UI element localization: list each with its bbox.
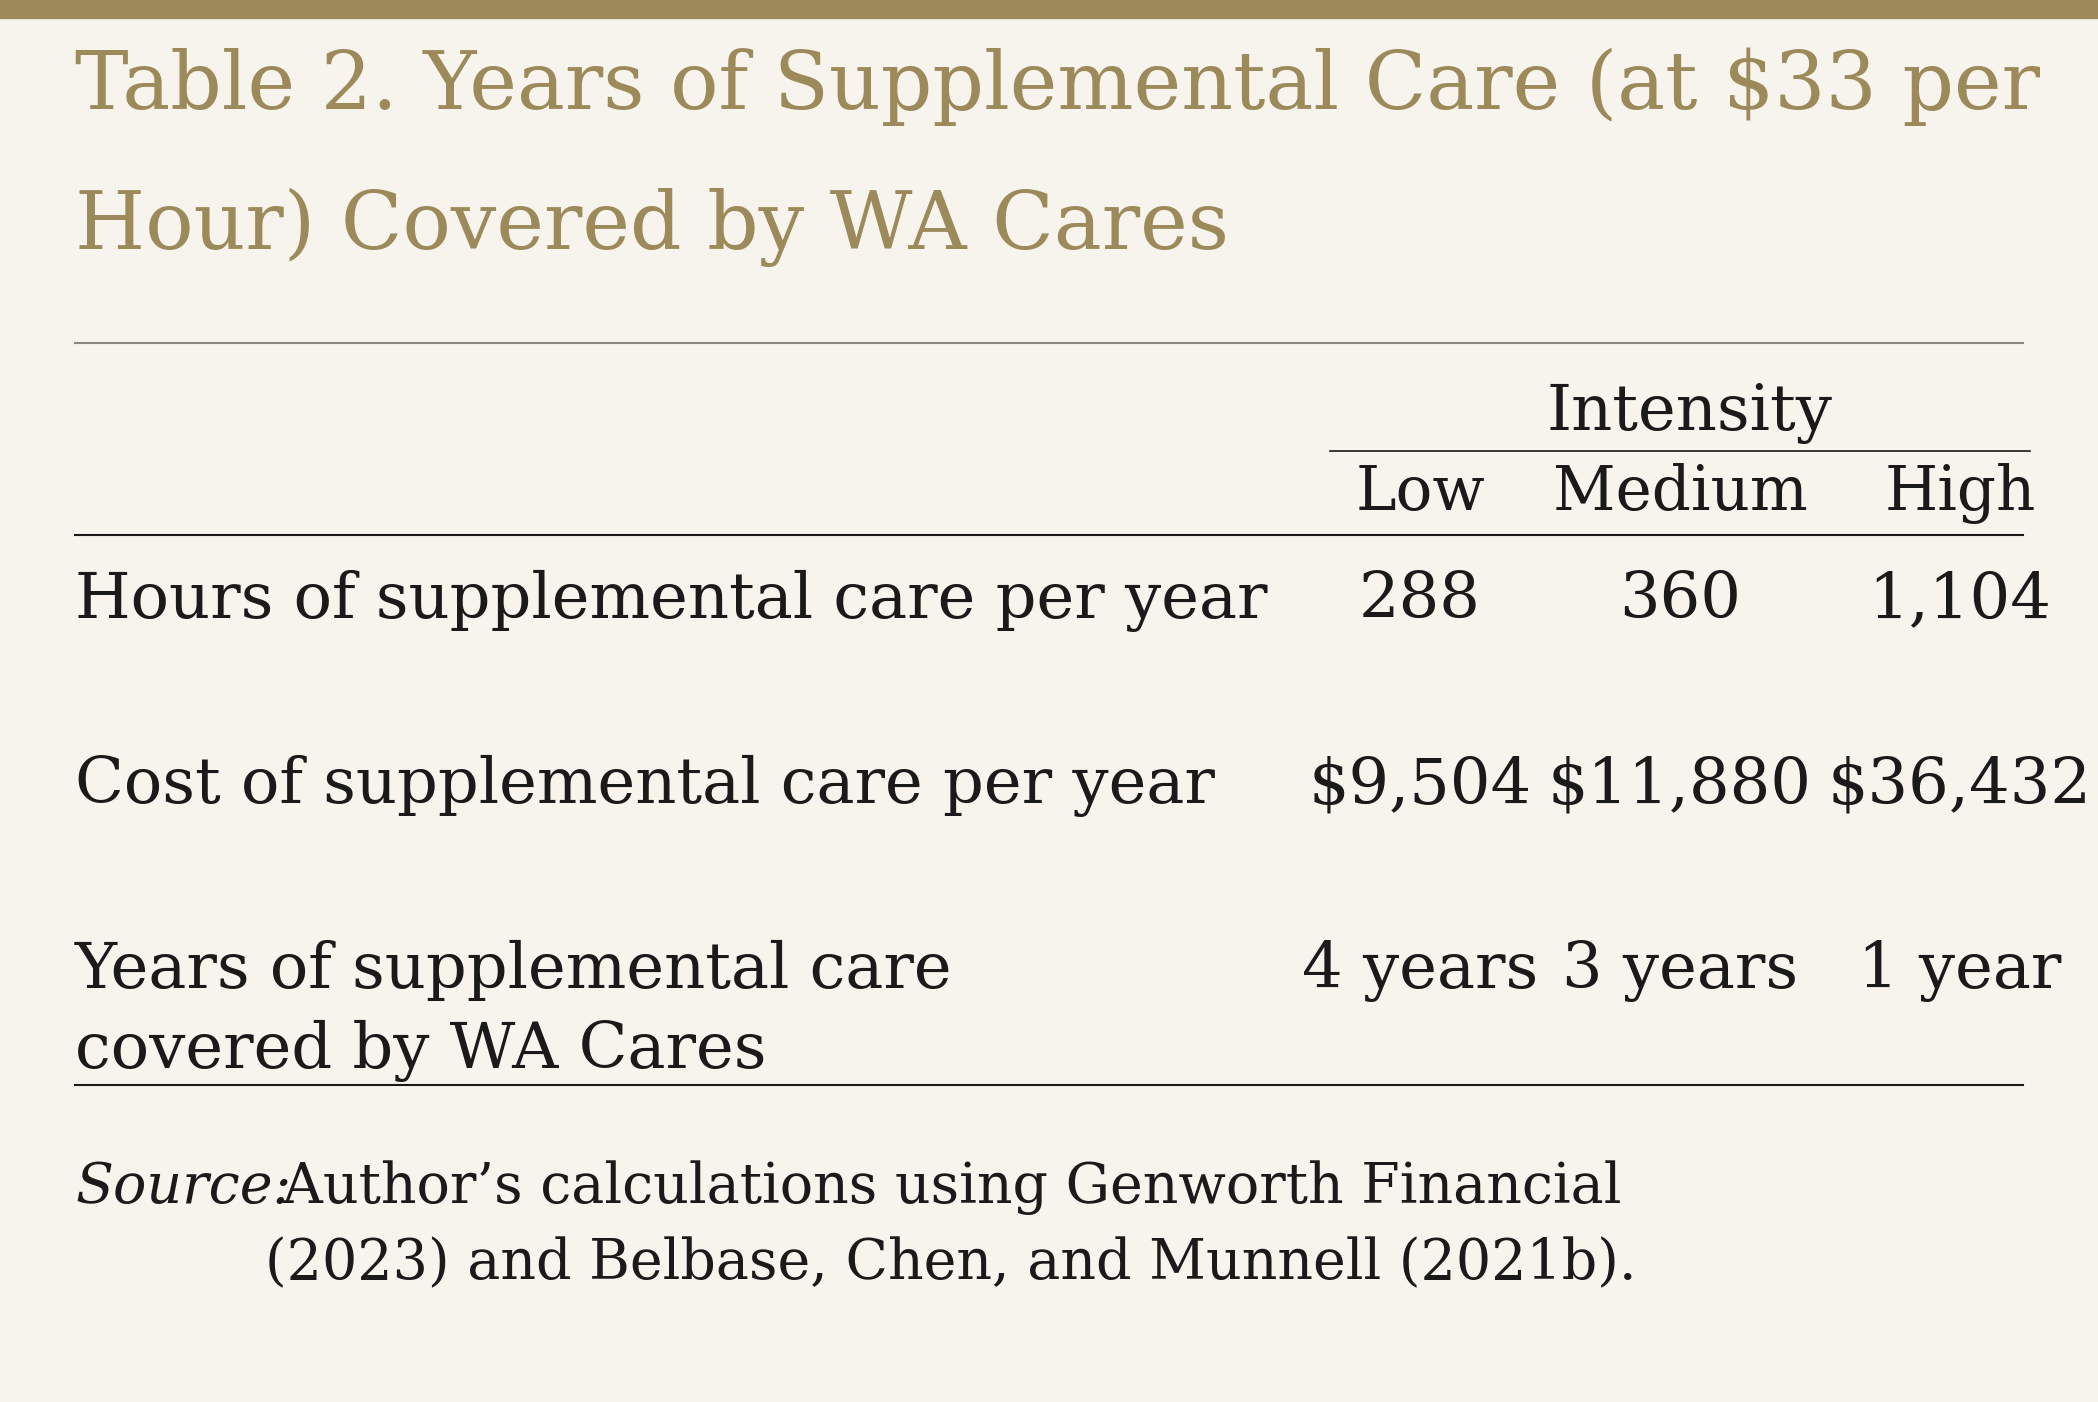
- Text: Medium: Medium: [1553, 463, 1806, 523]
- Text: 288: 288: [1360, 571, 1481, 631]
- Text: Hour) Covered by WA Cares: Hour) Covered by WA Cares: [76, 188, 1229, 268]
- Text: Intensity: Intensity: [1546, 383, 1834, 444]
- Text: Hours of supplemental care per year: Hours of supplemental care per year: [76, 571, 1267, 632]
- Text: Low: Low: [1355, 463, 1485, 523]
- Text: $36,432: $36,432: [1827, 756, 2092, 816]
- Text: $9,504: $9,504: [1309, 756, 1532, 816]
- Text: Table 2. Years of Supplemental Care (at $33 per: Table 2. Years of Supplemental Care (at …: [76, 48, 2039, 126]
- Text: Cost of supplemental care per year: Cost of supplemental care per year: [76, 756, 1215, 817]
- Text: 360: 360: [1620, 571, 1741, 631]
- Text: $11,880: $11,880: [1548, 756, 1813, 816]
- Text: 3 years: 3 years: [1561, 939, 1798, 1002]
- Text: 4 years: 4 years: [1303, 939, 1538, 1002]
- Text: Source:: Source:: [76, 1159, 292, 1214]
- Text: Author’s calculations using Genworth Financial
(2023) and Belbase, Chen, and Mun: Author’s calculations using Genworth Fin…: [264, 1159, 1636, 1291]
- Text: Years of supplemental care
covered by WA Cares: Years of supplemental care covered by WA…: [76, 939, 952, 1082]
- Text: High: High: [1884, 463, 2035, 524]
- Text: 1,104: 1,104: [1869, 571, 2052, 631]
- Text: 1 year: 1 year: [1859, 939, 2062, 1002]
